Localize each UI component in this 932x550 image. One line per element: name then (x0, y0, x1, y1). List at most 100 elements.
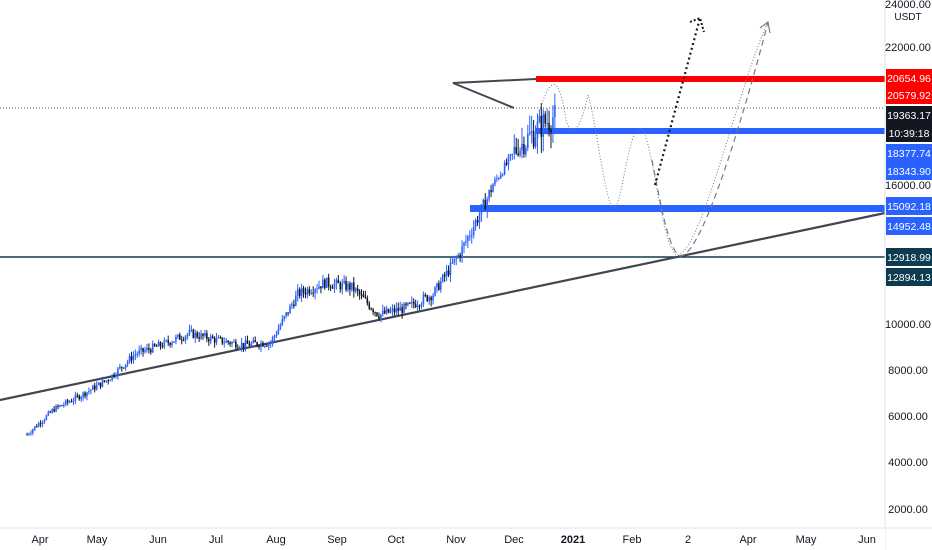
price-level-tag[interactable] (886, 69, 932, 87)
candle[interactable] (538, 115, 541, 123)
candle[interactable] (128, 356, 131, 362)
candle[interactable] (349, 283, 351, 290)
candle[interactable] (202, 333, 204, 336)
candle[interactable] (229, 342, 231, 345)
candle[interactable] (521, 144, 523, 151)
candle[interactable] (184, 336, 187, 340)
price-level-tag[interactable] (886, 197, 932, 215)
candle[interactable] (215, 337, 218, 343)
candle[interactable] (329, 286, 332, 288)
candle[interactable] (43, 419, 46, 422)
candle[interactable] (532, 131, 535, 147)
candle[interactable] (542, 114, 545, 137)
candle[interactable] (200, 333, 202, 339)
candle[interactable] (407, 302, 409, 306)
candle[interactable] (298, 289, 301, 297)
candle[interactable] (519, 150, 521, 156)
candle[interactable] (418, 305, 421, 307)
candle[interactable] (295, 295, 297, 306)
candle[interactable] (235, 341, 237, 348)
candle[interactable] (528, 132, 531, 135)
candle[interactable] (353, 282, 355, 292)
candle[interactable] (515, 147, 517, 154)
candle[interactable] (161, 346, 164, 348)
candle[interactable] (412, 301, 415, 305)
candle[interactable] (61, 405, 63, 407)
candle[interactable] (273, 335, 276, 338)
candle[interactable] (364, 297, 367, 299)
candle[interactable] (337, 279, 340, 284)
price-level-tag[interactable] (886, 248, 932, 266)
price-level-tag[interactable] (886, 144, 932, 162)
candle[interactable] (552, 117, 554, 133)
candle[interactable] (188, 329, 191, 335)
candle[interactable] (347, 283, 349, 290)
candle[interactable] (190, 329, 193, 331)
candle[interactable] (422, 294, 425, 304)
candle[interactable] (451, 262, 454, 264)
candle[interactable] (287, 312, 289, 314)
candle[interactable] (242, 342, 245, 348)
candle[interactable] (414, 304, 417, 308)
candle[interactable] (318, 286, 320, 289)
candle[interactable] (387, 308, 390, 313)
candle[interactable] (153, 343, 156, 346)
candle[interactable] (72, 400, 75, 402)
candle[interactable] (264, 345, 266, 347)
candle[interactable] (325, 277, 328, 288)
candle[interactable] (527, 134, 529, 148)
candle[interactable] (177, 334, 179, 337)
candle[interactable] (130, 356, 133, 361)
candle[interactable] (231, 342, 233, 345)
candle[interactable] (163, 340, 166, 347)
candle[interactable] (63, 404, 65, 406)
candle[interactable] (360, 294, 363, 296)
candle[interactable] (480, 204, 483, 215)
candle[interactable] (238, 347, 241, 349)
candle[interactable] (217, 337, 220, 339)
candle[interactable] (26, 434, 28, 436)
candle[interactable] (395, 307, 398, 313)
candle[interactable] (499, 175, 502, 179)
candle[interactable] (302, 288, 305, 293)
candle[interactable] (530, 131, 533, 133)
price-level-tag[interactable] (886, 162, 932, 180)
candle[interactable] (525, 147, 527, 155)
candle[interactable] (252, 340, 255, 343)
candle[interactable] (223, 342, 226, 344)
candle[interactable] (279, 325, 282, 329)
candle[interactable] (169, 342, 171, 345)
candle[interactable] (250, 342, 253, 346)
candle[interactable] (30, 432, 32, 434)
candle[interactable] (467, 236, 469, 242)
candle[interactable] (335, 279, 338, 284)
candle[interactable] (486, 199, 488, 210)
candle[interactable] (277, 328, 280, 335)
candle[interactable] (351, 282, 353, 290)
candle[interactable] (498, 178, 500, 180)
candle[interactable] (470, 234, 473, 237)
candle[interactable] (391, 308, 394, 311)
candle[interactable] (146, 347, 148, 351)
candle[interactable] (474, 220, 477, 228)
candle[interactable] (374, 312, 376, 314)
candle[interactable] (186, 334, 189, 337)
candle[interactable] (362, 294, 365, 298)
candle[interactable] (196, 332, 198, 338)
candle[interactable] (416, 305, 419, 308)
candle[interactable] (90, 389, 92, 391)
price-level-tag[interactable] (886, 217, 932, 235)
candle[interactable] (440, 281, 442, 290)
candle[interactable] (92, 385, 94, 390)
candle[interactable] (219, 337, 222, 339)
candle[interactable] (509, 154, 512, 157)
candle[interactable] (488, 190, 490, 200)
candle[interactable] (275, 334, 278, 336)
candle[interactable] (88, 390, 90, 393)
candle[interactable] (64, 400, 67, 405)
candle[interactable] (41, 421, 44, 425)
candle[interactable] (469, 236, 471, 238)
candle[interactable] (144, 350, 146, 352)
candle[interactable] (354, 288, 357, 292)
